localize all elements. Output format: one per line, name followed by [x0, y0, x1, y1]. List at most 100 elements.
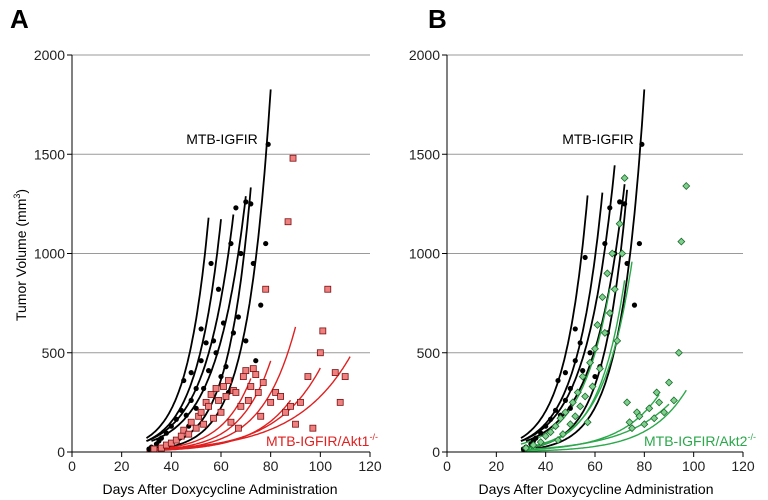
data-point — [227, 418, 235, 426]
data-point — [631, 302, 638, 308]
x-tick-label: 80 — [637, 458, 653, 474]
data-point — [207, 391, 215, 398]
data-point — [603, 269, 612, 278]
data-point — [558, 430, 567, 439]
data-point — [615, 219, 624, 228]
data-point — [636, 240, 643, 247]
data-point — [193, 385, 199, 392]
data-point — [567, 405, 573, 411]
data-point — [213, 350, 219, 356]
panel-a: A 0 500 1000 1500 2000 0 20 40 60 80 100 120 Days … — [10, 4, 382, 497]
data-point — [247, 383, 255, 390]
panel-a-y-tick-labels: 0 500 1000 1500 2000 — [34, 47, 65, 460]
data-point — [178, 407, 184, 413]
data-point — [201, 385, 207, 392]
data-point — [600, 328, 609, 337]
data-point — [220, 383, 227, 390]
data-point — [623, 398, 632, 407]
data-point — [289, 154, 297, 162]
data-point — [243, 199, 249, 205]
data-point — [622, 201, 628, 207]
y-tick-label: 1500 — [409, 146, 440, 162]
fit-curve — [146, 219, 222, 442]
fit-curve — [520, 288, 611, 445]
data-point — [249, 365, 257, 373]
data-point — [258, 302, 264, 308]
data-point — [591, 344, 599, 353]
data-point — [205, 368, 212, 374]
fit-curve — [520, 192, 604, 442]
y-tick-label: 1000 — [34, 246, 65, 262]
data-point — [212, 385, 220, 392]
data-point — [618, 249, 627, 258]
data-point — [185, 430, 193, 438]
x-tick-label: 40 — [164, 458, 180, 474]
y-tick-label: 2000 — [409, 47, 440, 63]
data-point — [248, 201, 254, 207]
data-point — [259, 379, 267, 386]
data-point — [587, 350, 593, 356]
data-point — [598, 293, 607, 302]
data-point — [197, 408, 205, 416]
panel-a-data-points — [146, 141, 349, 453]
panel-b-axes — [442, 54, 744, 457]
data-point — [198, 358, 204, 364]
data-point — [324, 285, 332, 293]
data-point — [341, 373, 349, 380]
data-point — [541, 432, 550, 441]
data-point — [538, 430, 544, 436]
data-point — [628, 424, 636, 433]
data-point — [188, 397, 194, 403]
data-point — [582, 254, 588, 261]
data-point — [205, 402, 212, 410]
y-tick-label: 1500 — [34, 146, 65, 162]
data-point — [218, 373, 224, 380]
data-point — [640, 420, 649, 429]
x-tick-label: 100 — [309, 458, 333, 474]
data-point — [548, 416, 554, 422]
data-point — [210, 338, 217, 344]
x-tick-label: 100 — [682, 458, 706, 474]
data-point — [595, 364, 604, 373]
data-point — [669, 396, 678, 405]
data-point — [173, 416, 179, 422]
data-point — [650, 414, 659, 423]
data-point — [624, 260, 630, 267]
panel-a-x-tick-labels: 0 20 40 60 80 100 120 — [68, 458, 382, 474]
data-point — [576, 402, 585, 411]
x-tick-label: 20 — [114, 458, 130, 474]
x-tick-label: 60 — [587, 458, 603, 474]
data-point — [223, 364, 229, 370]
panel-b-x-axis-title: Days After Doxycycline Administration — [479, 481, 714, 497]
data-point — [551, 422, 560, 431]
data-point — [250, 260, 256, 267]
data-point — [282, 408, 289, 416]
data-point — [543, 423, 549, 429]
data-point — [561, 408, 570, 417]
data-point — [572, 326, 578, 332]
data-point — [183, 412, 189, 418]
data-point — [602, 240, 608, 247]
data-point — [232, 389, 240, 396]
data-point — [234, 424, 242, 432]
data-point — [572, 358, 578, 364]
data-point — [580, 368, 586, 374]
fit-curve — [535, 89, 646, 450]
data-point — [284, 218, 292, 226]
y-tick-label: 2000 — [34, 47, 65, 63]
data-point — [593, 320, 602, 329]
data-point — [263, 240, 269, 247]
panel-a-gridlines — [72, 54, 370, 354]
data-point — [237, 402, 245, 410]
data-point — [578, 372, 587, 381]
data-point — [217, 408, 225, 416]
y-tick-label: 500 — [42, 345, 66, 361]
data-point — [566, 420, 575, 429]
panel-a-series-label-akt1: MTB-IGFIR/Akt1-/- — [266, 432, 378, 449]
data-point — [208, 260, 214, 267]
data-point — [222, 393, 230, 400]
data-point — [252, 371, 260, 378]
data-point — [588, 382, 597, 391]
data-point — [677, 237, 686, 246]
